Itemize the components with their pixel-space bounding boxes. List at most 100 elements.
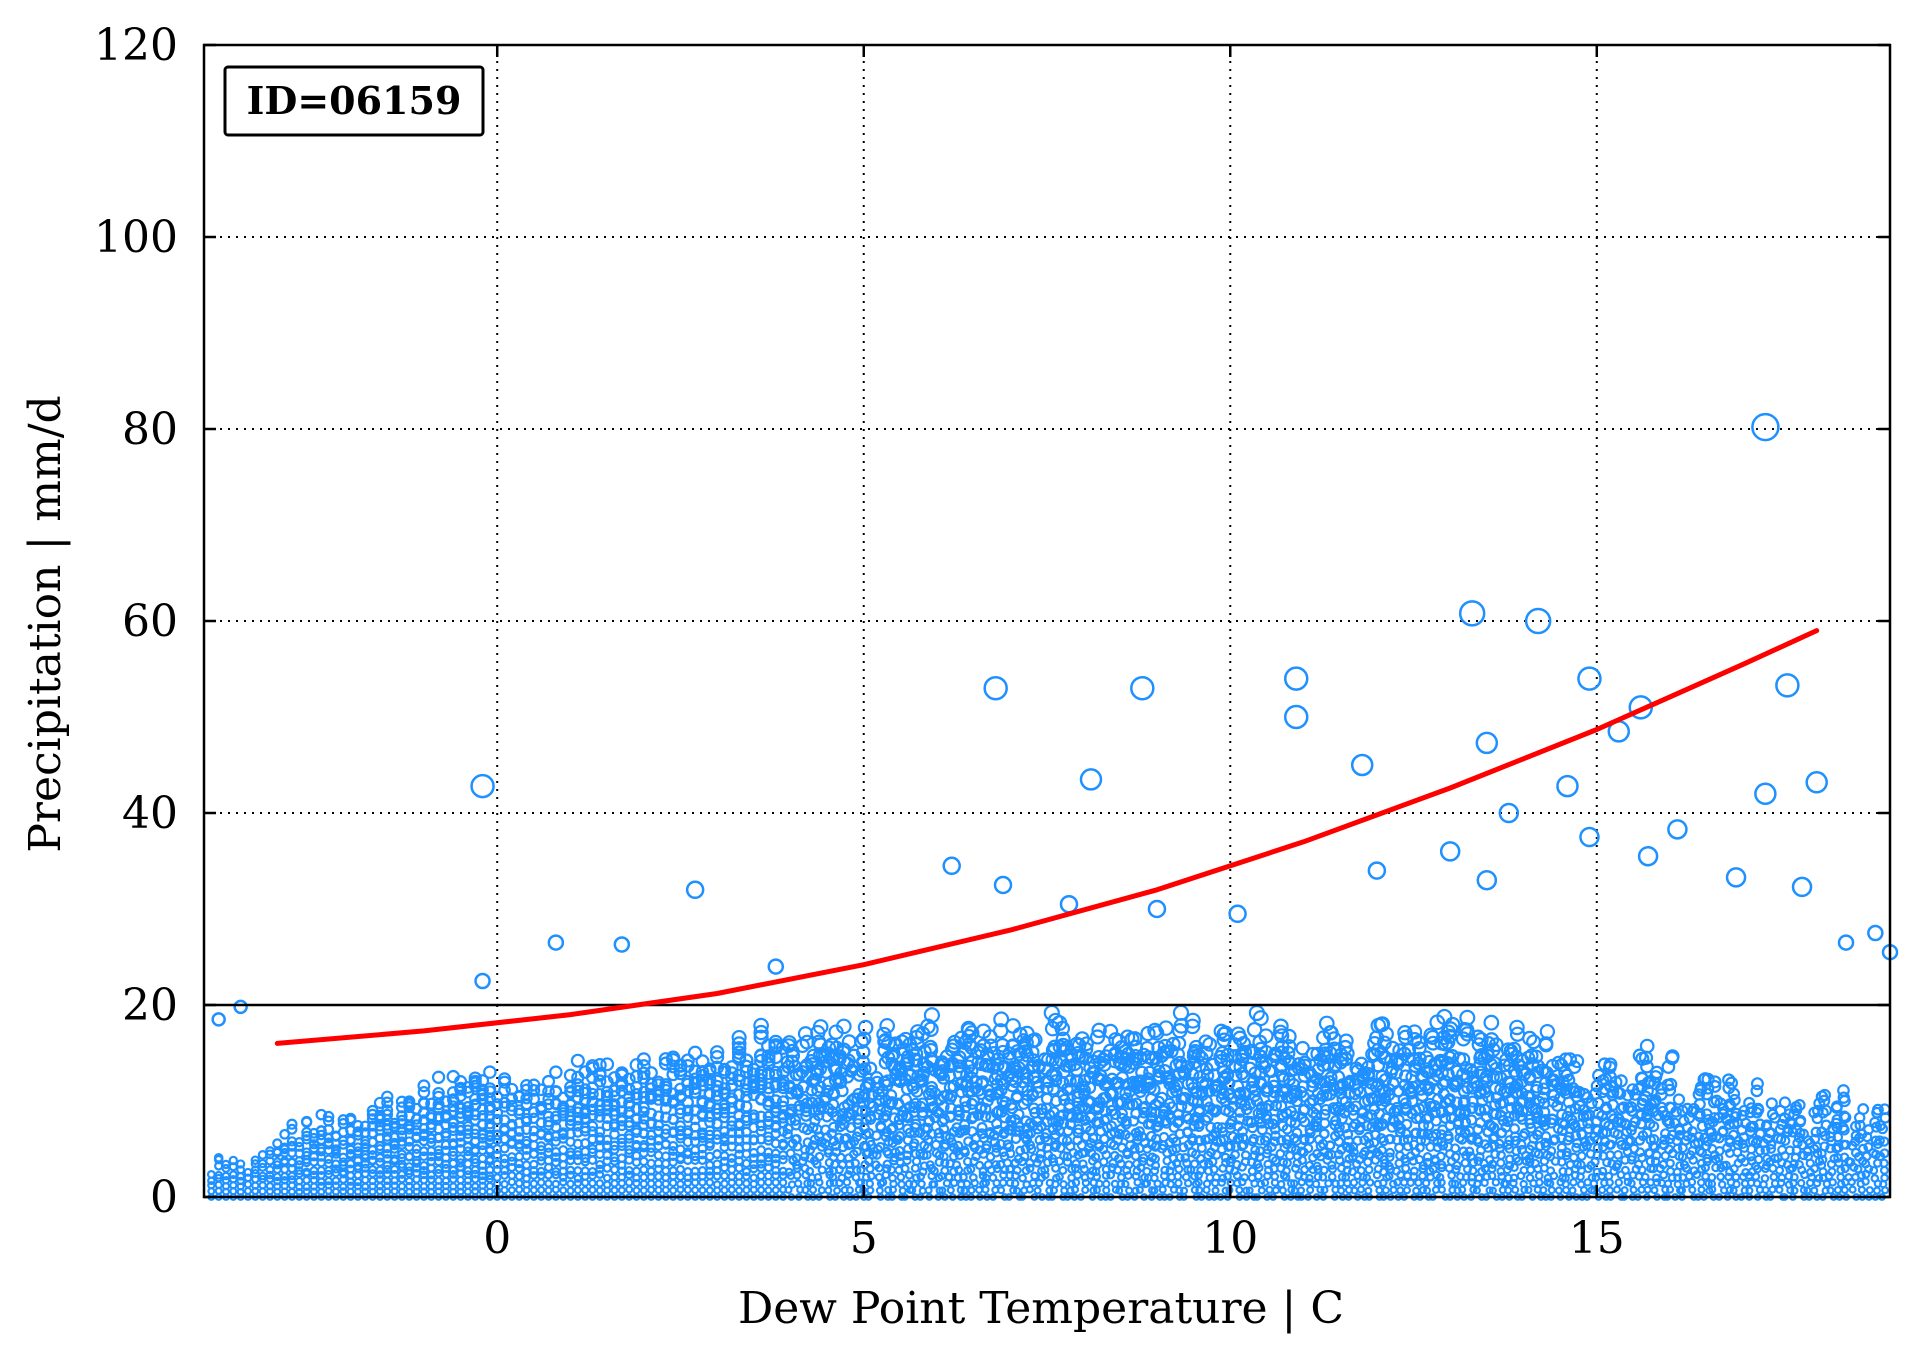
data-point [1472,1124,1484,1135]
data-point [1443,1094,1456,1107]
data-point [368,1176,377,1186]
data-point [959,1145,970,1156]
data-point [1290,1163,1301,1173]
data-point [999,1111,1011,1124]
data-point [1788,1108,1800,1121]
data-point [1450,1096,1463,1109]
data-point [812,1019,829,1035]
id-annotation-text: ID=06159 [247,78,462,123]
data-point [951,1160,962,1170]
data-point [790,1134,801,1145]
data-point [739,1053,754,1068]
data-point [1775,673,1800,698]
data-point [1731,1172,1741,1182]
data-point [771,1159,781,1169]
data-point [286,1123,298,1135]
data-point [1147,1083,1161,1096]
data-point [705,1178,715,1187]
data-point [1752,1179,1762,1188]
data-point [1178,1142,1189,1153]
data-point [1173,1171,1183,1181]
data-point [1318,1172,1328,1182]
data-point [1840,1185,1849,1195]
data-point [559,1186,568,1195]
data-point [1840,1139,1851,1150]
data-point [936,1116,948,1128]
data-point [593,1066,607,1081]
data-point [1090,1116,1103,1128]
data-point [1187,1147,1197,1158]
data-point [652,1110,665,1122]
data-point [1777,1173,1787,1183]
data-point [1458,1094,1471,1107]
data-point [1148,1025,1165,1041]
data-point [1827,1167,1837,1177]
data-point [1237,1126,1248,1137]
data-point [1696,1120,1708,1132]
data-point [731,1029,747,1046]
data-point [1745,1126,1756,1138]
data-point [952,1104,965,1117]
data-point [1318,1015,1335,1032]
data-point [573,1174,583,1183]
data-point [512,1089,526,1103]
data-point [1469,1185,1478,1194]
data-point [1509,1123,1521,1135]
data-point [470,1174,480,1184]
data-point [1524,1185,1533,1195]
data-point [1009,1186,1018,1195]
data-point [1473,1031,1489,1048]
data-point [654,1172,663,1181]
data-point [1170,1047,1185,1062]
data-point [1605,1186,1615,1195]
data-point [1858,1143,1869,1154]
data-point [542,1116,555,1128]
data-point [639,1179,649,1189]
data-point [1131,1171,1141,1181]
data-point [1361,1066,1376,1081]
data-point [741,1167,751,1177]
data-point [1450,1179,1460,1188]
data-point [1362,1111,1374,1123]
data-point [322,1110,335,1123]
data-point [419,1165,429,1176]
data-point [979,1102,992,1115]
data-point [1041,1116,1053,1128]
data-point [1166,1180,1175,1189]
data-point [572,1106,584,1119]
data-point [1519,1128,1531,1139]
data-point [609,1156,620,1166]
data-point [1794,1127,1806,1139]
data-point [784,1167,794,1177]
data-point [485,1181,495,1191]
data-point [1120,1115,1132,1127]
data-point [803,1179,812,1188]
data-point [1374,1016,1391,1032]
data-point [695,1054,710,1069]
data-point [250,1169,260,1178]
data-point [317,1181,326,1191]
data-point [748,1109,760,1121]
data-point [1778,1096,1792,1109]
data-point [1010,1064,1024,1079]
data-point [375,1165,385,1175]
data-point [797,1026,814,1042]
data-point [946,1186,955,1195]
data-point [1572,1159,1582,1169]
fit-curve-line [274,628,1820,1046]
data-point [610,1172,619,1182]
data-point [1259,1102,1272,1115]
data-point [1150,1166,1160,1176]
data-point [753,1024,769,1041]
data-point [1414,1178,1423,1187]
data-point [778,1154,788,1165]
data-point [331,1164,341,1174]
data-point [1487,1159,1498,1169]
data-point [1354,1056,1369,1071]
data-point [1464,1146,1475,1157]
data-point [1263,1159,1273,1169]
data-point [279,1128,290,1140]
data-point [1320,1185,1329,1195]
data-point [1637,1153,1647,1163]
